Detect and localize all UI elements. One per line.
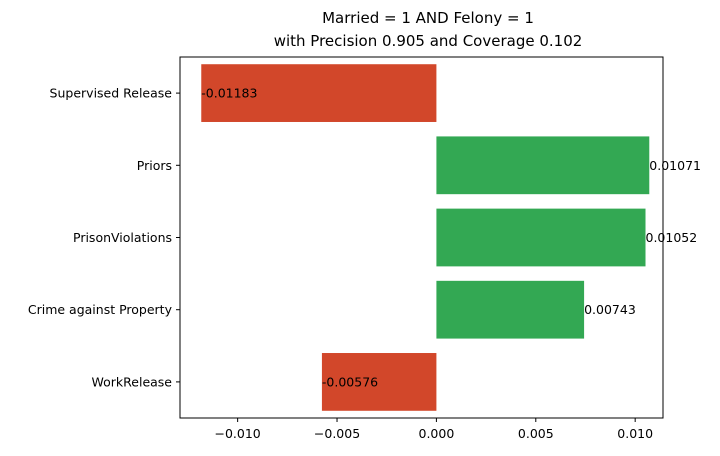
x-axis: −0.010 −0.005 0.000 0.005 0.010 xyxy=(215,418,653,441)
x-tick-label-2: 0.000 xyxy=(419,426,455,441)
bar-supervised-release xyxy=(201,64,437,122)
x-tick-label-4: 0.010 xyxy=(617,426,653,441)
data-label-supervised-release: -0.01183 xyxy=(201,86,257,101)
plot-frame xyxy=(179,56,664,419)
bars-group xyxy=(201,64,650,411)
x-tick-label-0: −0.010 xyxy=(215,426,261,441)
y-tick-label-prisonviolations: PrisonViolations xyxy=(73,230,172,245)
data-label-crime-against-property: 0.00743 xyxy=(584,302,636,317)
y-tick-label-priors: Priors xyxy=(137,158,172,173)
y-tick-label-supervised-release: Supervised Release xyxy=(50,86,173,101)
x-tick-label-1: −0.005 xyxy=(314,426,360,441)
chart-subtitle: with Precision 0.905 and Coverage 0.102 xyxy=(274,32,583,50)
y-tick-label-workrelease: WorkRelease xyxy=(92,374,173,389)
data-label-workrelease: -0.00576 xyxy=(322,374,378,389)
bar-crime-against-property xyxy=(436,280,585,339)
chart-title: Married = 1 AND Felony = 1 xyxy=(322,9,534,27)
data-label-priors: 0.01071 xyxy=(649,158,701,173)
y-axis: Supervised Release Priors PrisonViolations… xyxy=(28,86,180,389)
x-tick-label-3: 0.005 xyxy=(518,426,554,441)
bar-workrelease xyxy=(321,353,437,411)
data-labels-group: -0.01183 0.01071 0.01052 0.00743 -0.00576 xyxy=(201,86,701,390)
y-tick-label-crime-against-property: Crime against Property xyxy=(28,302,173,317)
bar-prisonviolations xyxy=(436,208,646,267)
bar-priors xyxy=(436,136,650,195)
data-label-prisonviolations: 0.01052 xyxy=(646,230,698,245)
